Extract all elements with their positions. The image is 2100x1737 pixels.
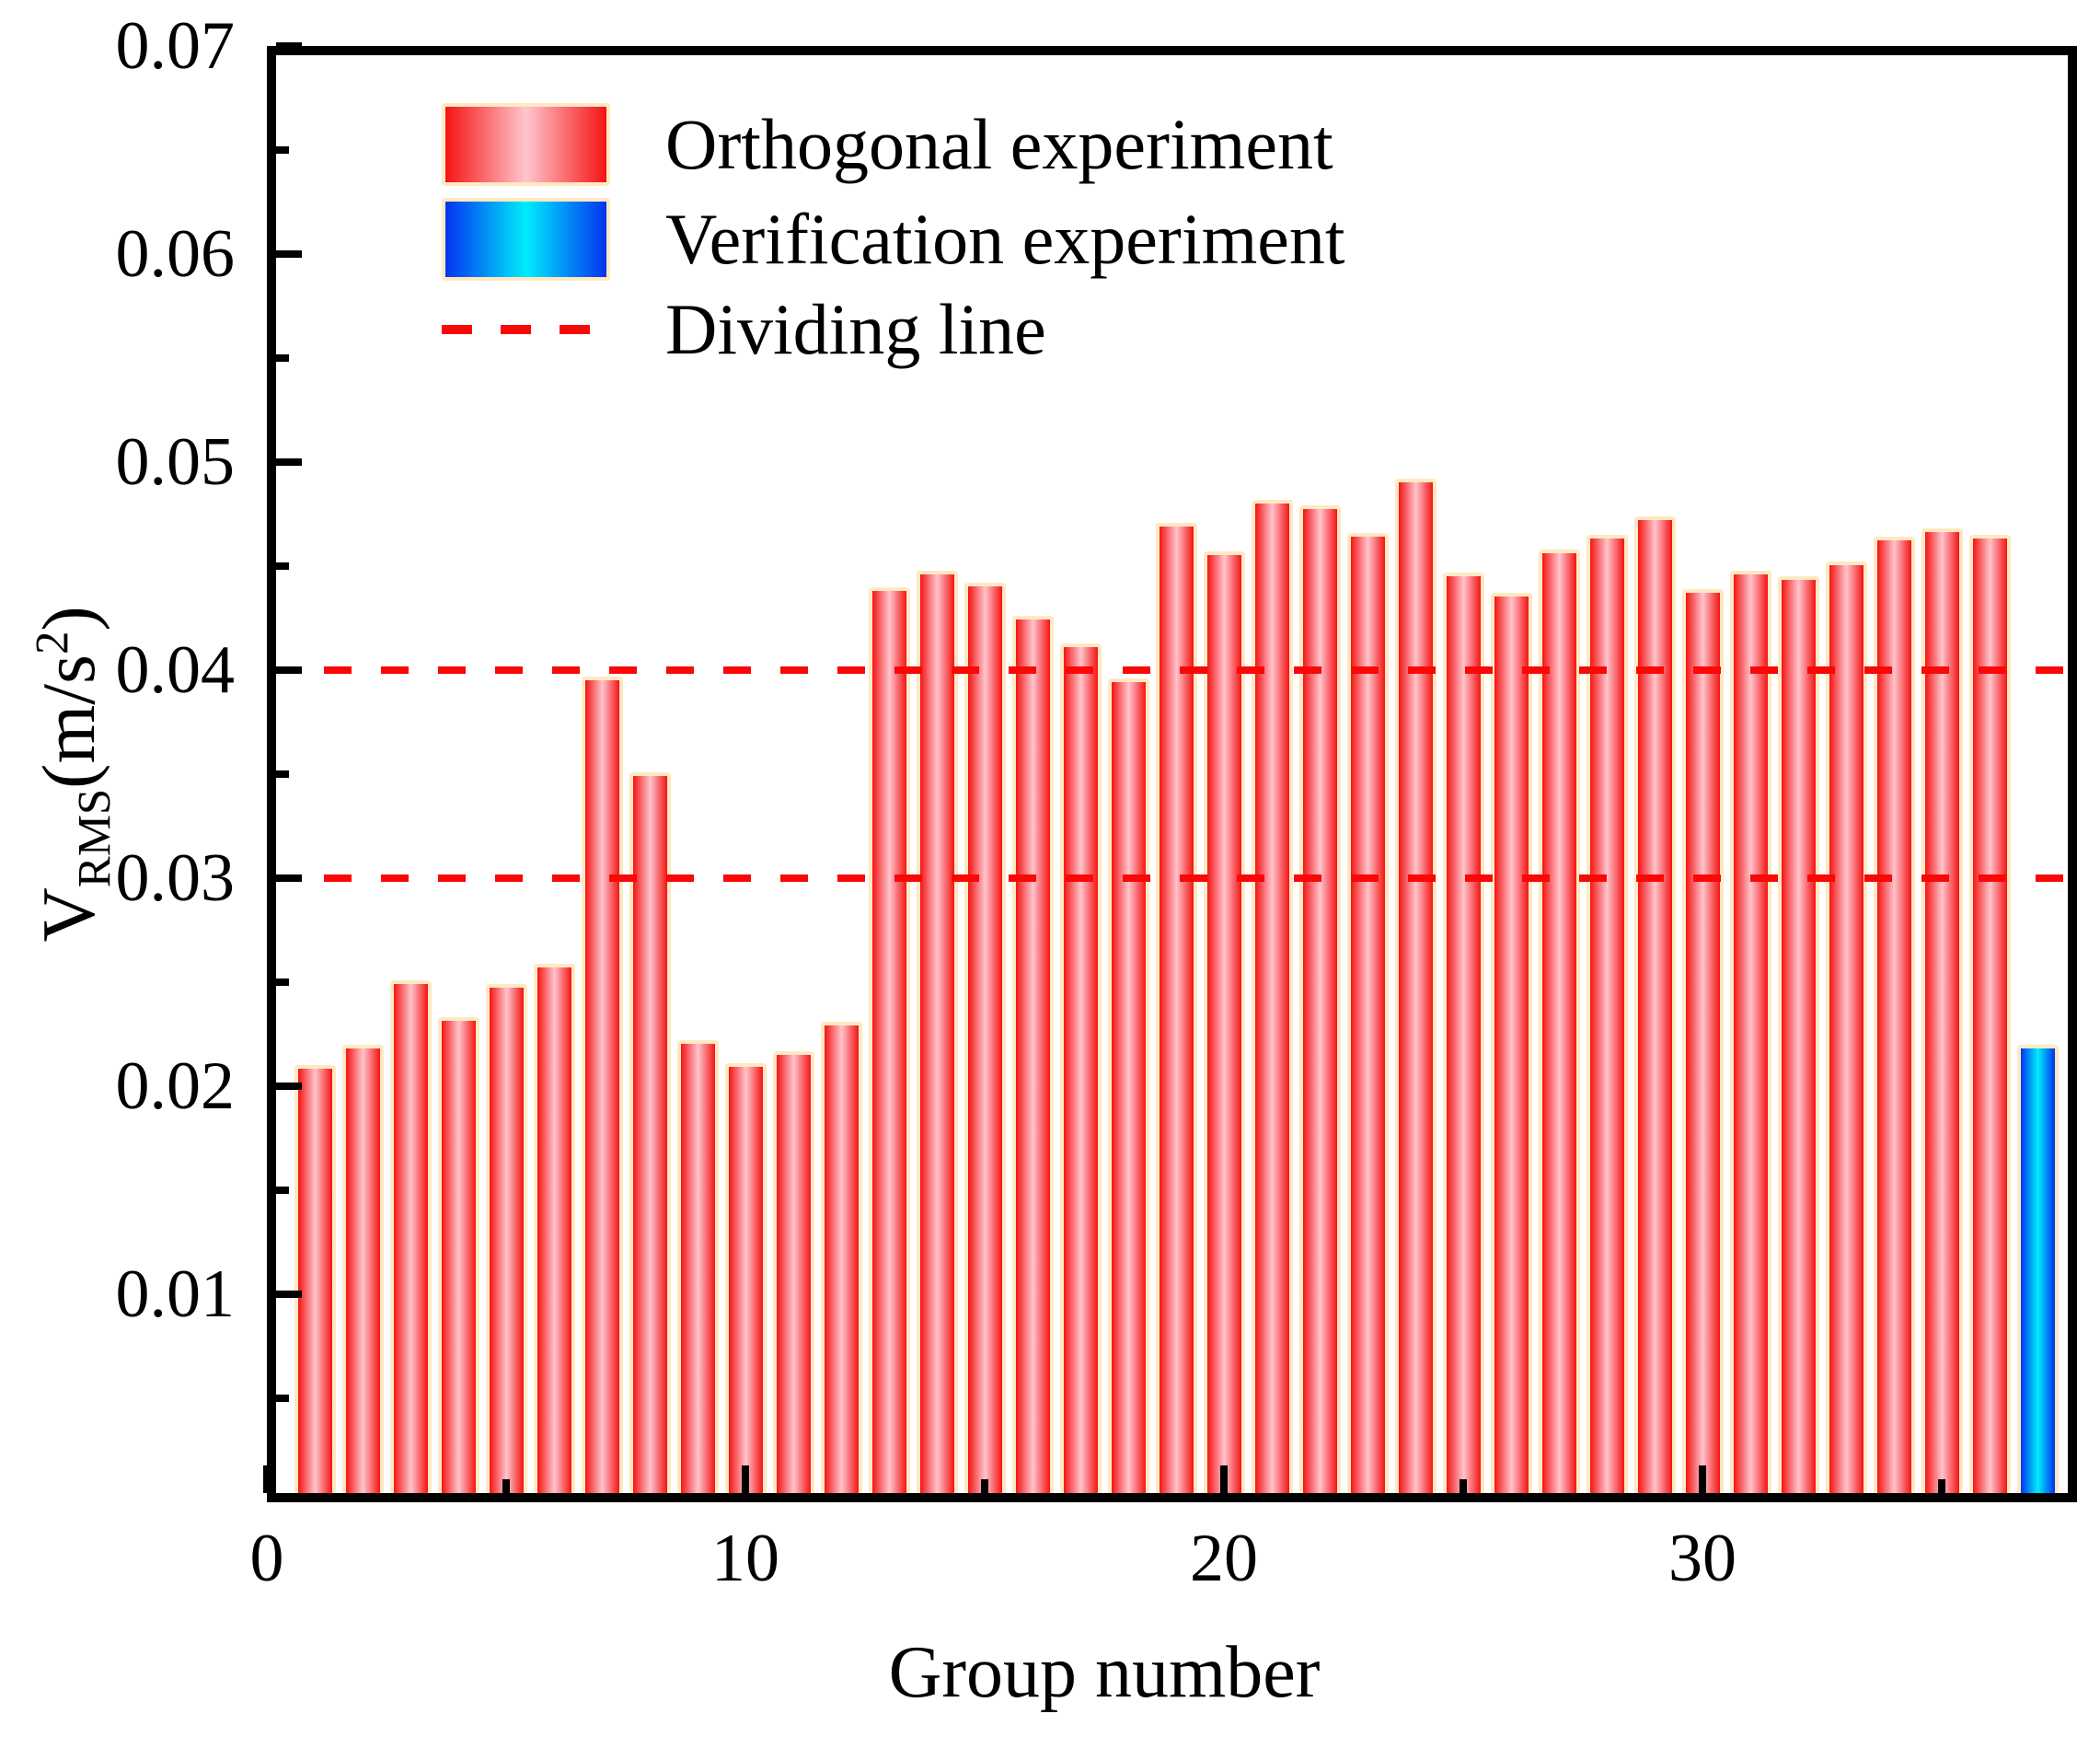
bar-group-19 xyxy=(1155,522,1197,1502)
x-minor-tick-25 xyxy=(1460,1479,1467,1493)
bar-group-34 xyxy=(1873,537,1915,1502)
x-tick-label-0: 0 xyxy=(249,1521,284,1596)
y-minor-tick-0.055 xyxy=(276,354,289,362)
dividing-line-0.03 xyxy=(267,874,2077,882)
x-axis-title: Group number xyxy=(888,1632,1321,1713)
y-tick-label-0.05: 0.05 xyxy=(115,424,236,500)
bar-group-17 xyxy=(1059,643,1102,1502)
x-minor-tick-5 xyxy=(502,1479,510,1493)
y-tick-label-0.06: 0.06 xyxy=(115,216,236,292)
y-major-tick-0.03 xyxy=(276,874,302,882)
bar-group-5 xyxy=(485,984,527,1502)
y-tick-label-0.03: 0.03 xyxy=(115,840,236,916)
bar-group-30 xyxy=(1681,588,1724,1502)
dividing-line-0.04 xyxy=(267,666,2077,674)
legend-item-dividing-line: Dividing line xyxy=(442,288,1046,371)
bar-group-31 xyxy=(1729,570,1771,1502)
bar-group-35 xyxy=(1921,528,1963,1502)
y-axis-title-text: VRMS(m/s2) xyxy=(27,606,121,943)
y-tick-label-0.04: 0.04 xyxy=(115,632,236,708)
bar-group-12 xyxy=(820,1021,862,1502)
bar-group-25 xyxy=(1442,572,1484,1502)
x-major-tick-20 xyxy=(1220,1465,1228,1493)
x-major-tick-0 xyxy=(263,1465,271,1493)
bar-group-37 xyxy=(2016,1044,2059,1502)
legend-item-orthogonal: Orthogonal experiment xyxy=(442,103,1333,186)
bar-group-36 xyxy=(1968,535,2011,1502)
bar-group-26 xyxy=(1490,593,1532,1502)
y-major-tick-0.01 xyxy=(276,1291,302,1298)
bar-group-24 xyxy=(1394,479,1437,1502)
bar-group-13 xyxy=(868,586,910,1502)
y-minor-tick-0.035 xyxy=(276,770,289,778)
y-minor-tick-0.065 xyxy=(276,146,289,154)
bar-group-14 xyxy=(916,570,958,1502)
bar-group-4 xyxy=(437,1017,479,1502)
bar-group-33 xyxy=(1825,562,1867,1502)
bar-group-32 xyxy=(1777,576,1819,1502)
legend-swatch-verification-icon xyxy=(442,198,610,281)
bar-group-21 xyxy=(1251,499,1293,1502)
bar-group-11 xyxy=(772,1050,814,1502)
legend-dash-icon xyxy=(442,325,591,334)
y-major-tick-0.07 xyxy=(276,42,302,50)
x-major-tick-30 xyxy=(1699,1465,1706,1493)
bar-group-3 xyxy=(389,979,432,1502)
y-tick-label-0.07: 0.07 xyxy=(115,8,236,84)
x-minor-tick-15 xyxy=(981,1479,988,1493)
y-major-tick-0.05 xyxy=(276,458,302,466)
y-tick-label-0.02: 0.02 xyxy=(115,1048,236,1124)
x-minor-tick-35 xyxy=(1938,1479,1945,1493)
y-minor-tick-0.005 xyxy=(276,1395,289,1402)
bar-group-22 xyxy=(1298,505,1341,1502)
y-minor-tick-0.025 xyxy=(276,979,289,986)
y-major-tick-0.04 xyxy=(276,666,302,674)
bar-group-2 xyxy=(341,1044,384,1502)
bar-group-16 xyxy=(1011,616,1054,1502)
bar-group-28 xyxy=(1586,535,1628,1502)
y-tick-label-0.01: 0.01 xyxy=(115,1256,236,1332)
legend-item-verification: Verification experiment xyxy=(442,198,1345,281)
bar-group-29 xyxy=(1633,515,1676,1502)
bar-group-23 xyxy=(1346,532,1389,1502)
bar-group-15 xyxy=(963,583,1006,1502)
x-tick-label-20: 20 xyxy=(1190,1521,1258,1596)
y-minor-tick-0.015 xyxy=(276,1187,289,1194)
y-minor-tick-0.045 xyxy=(276,562,289,570)
bar-group-8 xyxy=(629,771,671,1502)
bar-group-20 xyxy=(1203,551,1245,1502)
legend-label-orthogonal: Orthogonal experiment xyxy=(665,104,1333,184)
bar-group-6 xyxy=(533,963,575,1502)
bar-group-10 xyxy=(724,1063,767,1502)
x-tick-label-10: 10 xyxy=(711,1521,779,1596)
bar-group-18 xyxy=(1107,678,1149,1502)
legend-swatch-orthogonal-icon xyxy=(442,103,610,186)
bar-group-7 xyxy=(581,676,623,1502)
legend-label-verification: Verification experiment xyxy=(665,199,1345,279)
y-major-tick-0.02 xyxy=(276,1083,302,1090)
bar-group-9 xyxy=(676,1040,719,1502)
bar-group-27 xyxy=(1538,549,1580,1502)
y-axis-title: VRMS(m/s2) xyxy=(5,46,143,1502)
x-major-tick-10 xyxy=(742,1465,749,1493)
x-tick-label-30: 30 xyxy=(1668,1521,1737,1596)
legend-label-dividing-line: Dividing line xyxy=(665,289,1046,369)
y-major-tick-0.06 xyxy=(276,250,302,258)
bar-group-1 xyxy=(294,1065,336,1502)
